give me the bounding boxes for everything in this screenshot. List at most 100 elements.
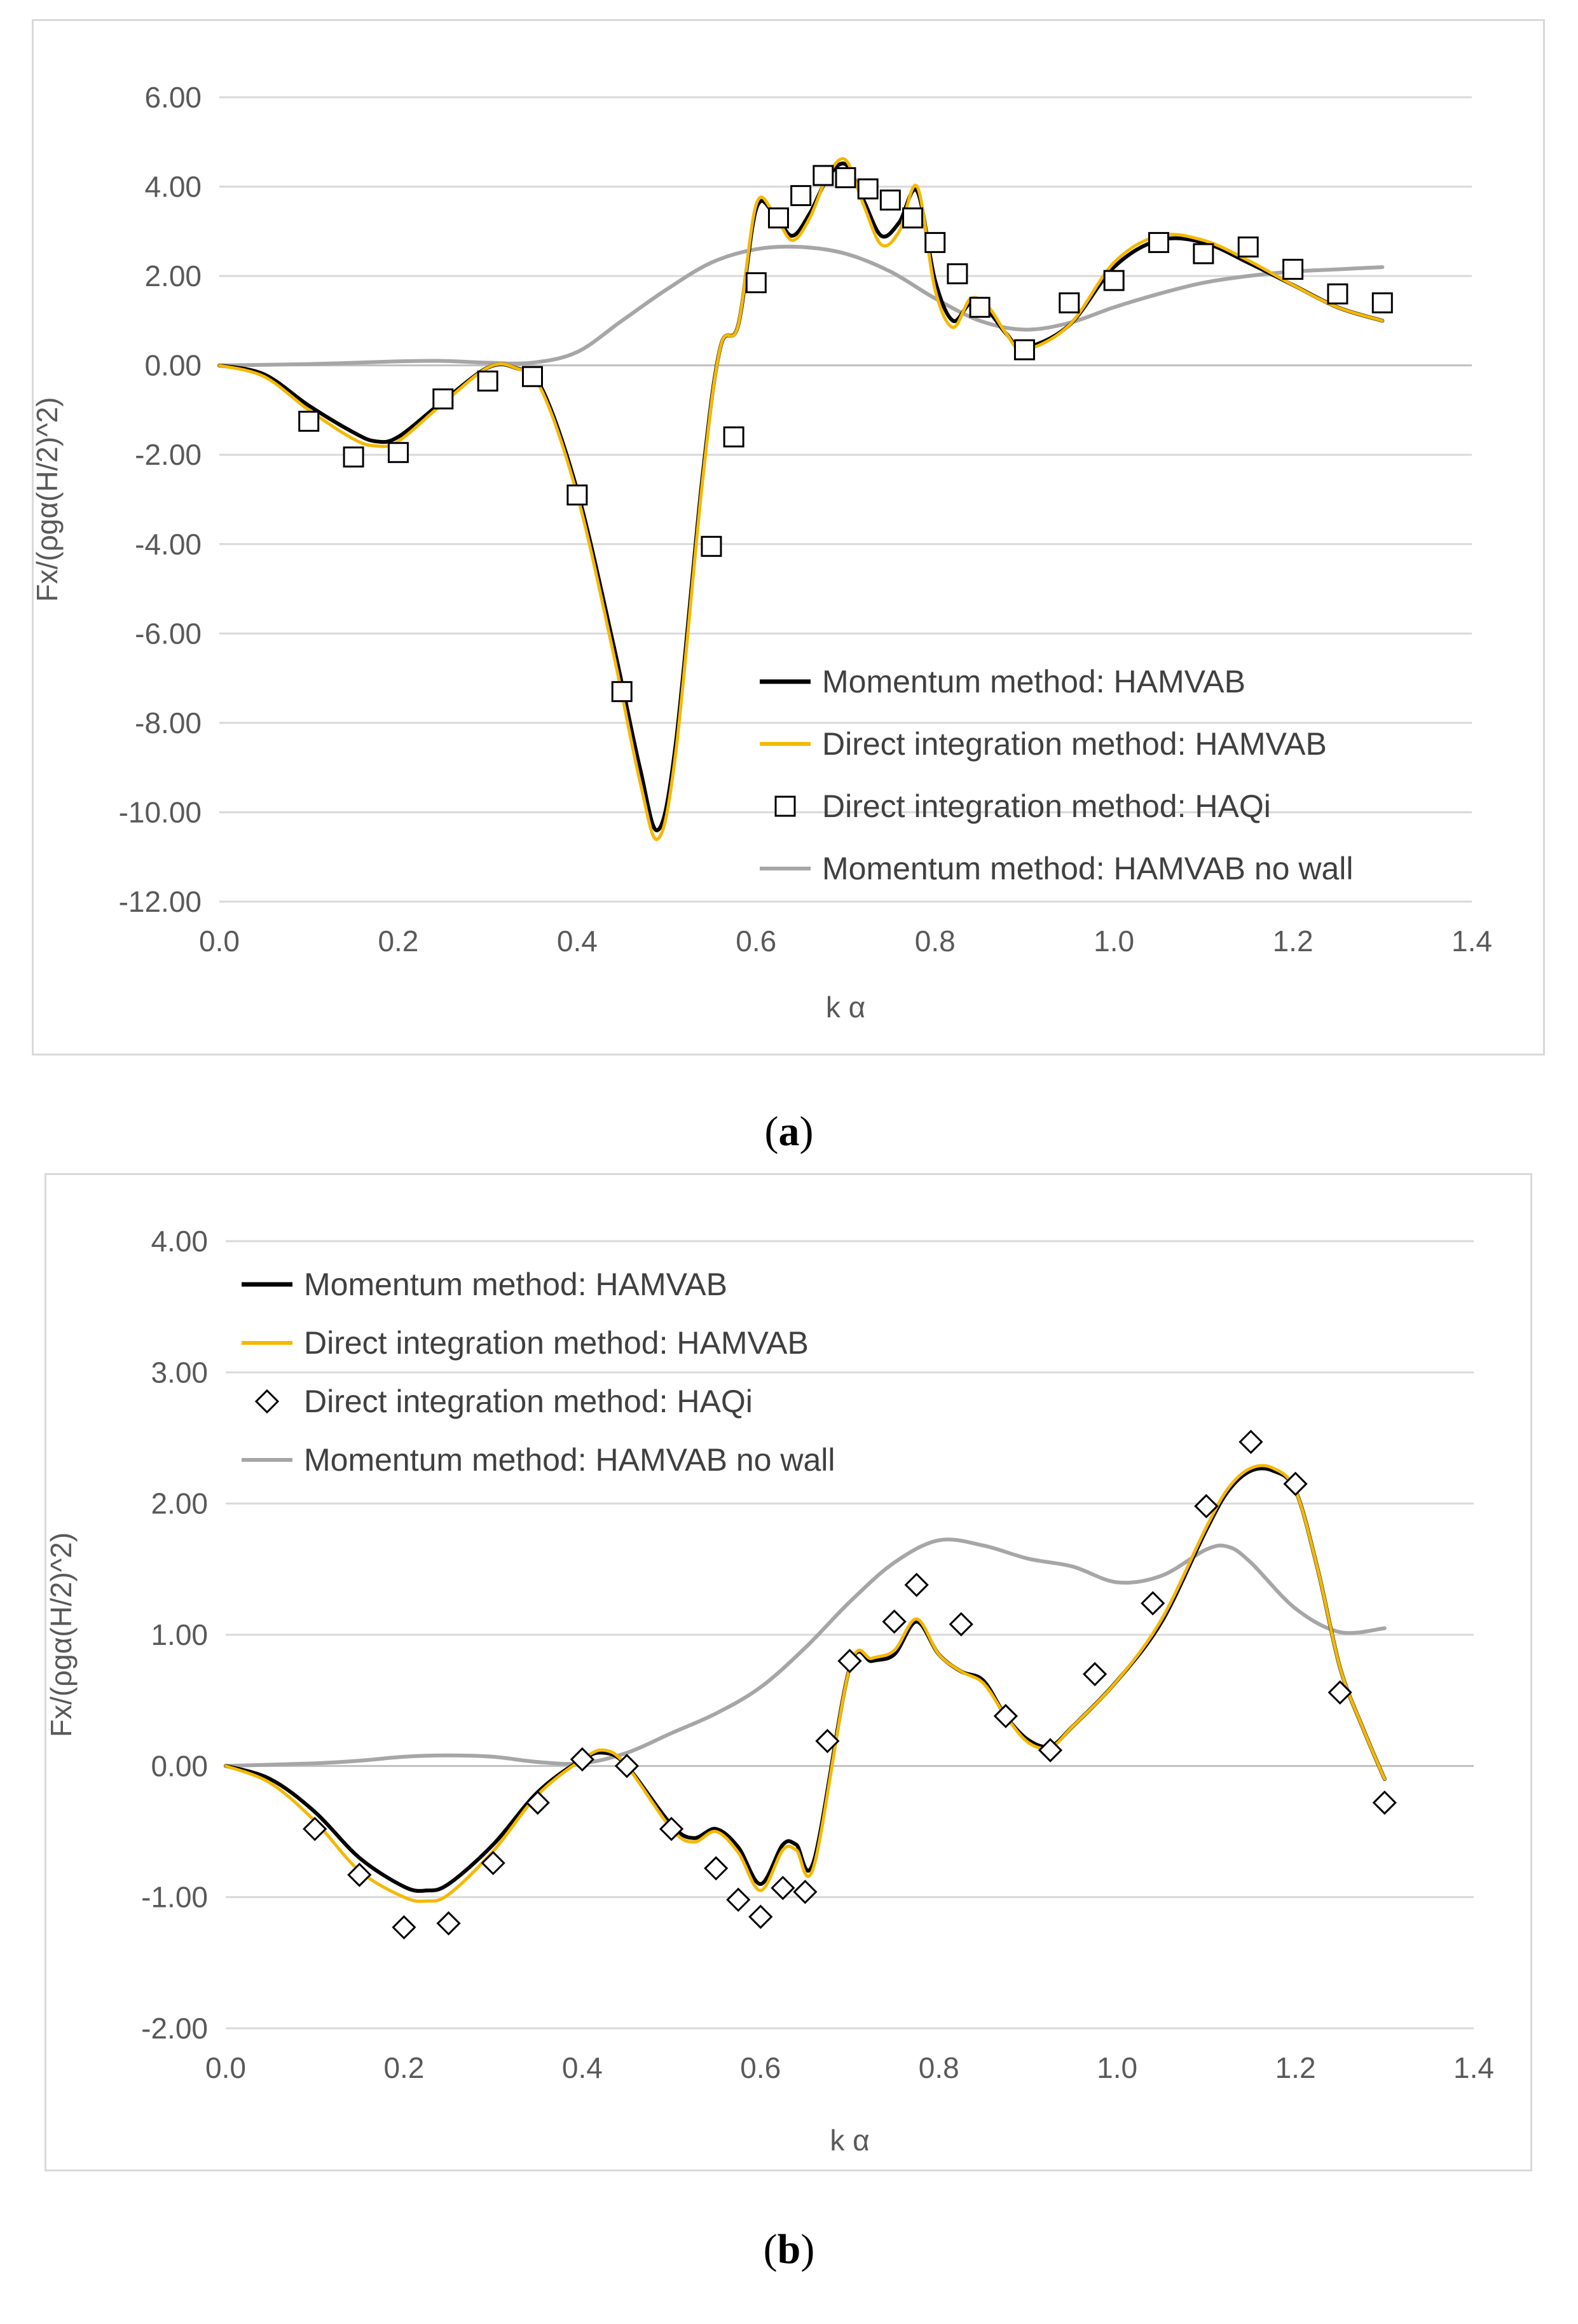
chart-b: 4.00 3.00 2.00 1.00 0.00 -1.00 -2.00 0.0 0.2 0.4 0… [45, 1225, 1494, 2157]
x-axis-title: k α [826, 991, 865, 1024]
x-tick-label: 0.6 [740, 2051, 781, 2084]
haqi-square-point [1148, 231, 1169, 253]
legend-diamond-marker [254, 1389, 280, 1414]
haqi-square-point [343, 446, 364, 468]
haqi-diamond-point [904, 1572, 929, 1597]
haqi-diamond-point [392, 1915, 416, 1940]
x-axis-title: k α [830, 2124, 869, 2157]
haqi-diamond-point [771, 1876, 795, 1901]
legend-label: Momentum method: HAMVAB [822, 664, 1245, 699]
y-tick-label: -8.00 [135, 706, 202, 739]
haqi-diamond-point [793, 1880, 818, 1904]
haqi-diamond-point [837, 1649, 862, 1674]
haqi-square-point [857, 178, 879, 200]
y-tick-label: -2.00 [135, 438, 202, 471]
haqi-square-point [1371, 292, 1393, 313]
x-tick-label: 1.0 [1097, 2051, 1137, 2084]
caption-a-letter: a [778, 1108, 800, 1155]
haqi-diamond-point [882, 1609, 907, 1634]
haqi-square-point [947, 263, 968, 285]
x-tick-label: 1.4 [1451, 925, 1492, 958]
haqi-square-point [1237, 236, 1259, 258]
haqi-diamond-point [436, 1911, 461, 1936]
haqi-square-point [1103, 270, 1125, 291]
haqi-square-point [1013, 339, 1035, 361]
y-axis-title: Fx/(ρgα(H/2)^2) [45, 1532, 78, 1737]
haqi-diamond-point [614, 1754, 640, 1778]
x-tick-label: 1.4 [1453, 2051, 1494, 2084]
haqi-diamond-point [726, 1887, 751, 1912]
panel-a-frame [32, 19, 1545, 1055]
haqi-square-point [566, 484, 588, 505]
haqi-diamond-point [748, 1904, 773, 1929]
haqi-square-point [813, 165, 834, 186]
series-line-no-wall [217, 244, 1385, 368]
haqi-diamond-point [303, 1817, 327, 1841]
x-tick-label: 1.2 [1275, 2051, 1316, 2084]
haqi-square-point [835, 167, 856, 188]
y-tick-label: -4.00 [135, 528, 202, 561]
haqi-square-point [298, 411, 320, 432]
haqi-diamond-point [1238, 1429, 1263, 1454]
y-tick-label: 1.00 [151, 1618, 208, 1651]
haqi-diamond-point [481, 1850, 505, 1876]
y-tick-label: -10.00 [119, 795, 202, 829]
y-tick-label: 4.00 [144, 170, 202, 203]
x-tick-label: 0.8 [915, 925, 956, 958]
haqi-diamond-point [1038, 1738, 1063, 1763]
caption-b-letter: b [777, 2226, 801, 2272]
legend-label: Momentum method: HAMVAB no wall [304, 1442, 835, 1478]
x-tick-label: 0.0 [199, 925, 240, 958]
haqi-square-point [477, 370, 498, 392]
chart-a: 6.00 4.00 2.00 0.00 -2.00 -4.00 -6.00 -8.00 -10.… [31, 81, 1492, 1024]
haqi-square-point [790, 185, 812, 207]
haqi-square-point [432, 388, 454, 409]
haqi-diamond-point [1372, 1790, 1397, 1815]
haqi-diamond-point [525, 1790, 550, 1815]
y-tick-label: 0.00 [144, 349, 202, 382]
y-tick-label: -12.00 [119, 885, 202, 918]
haqi-square-point [767, 207, 789, 229]
y-tick-label: -6.00 [135, 617, 202, 650]
series-line-direct [217, 157, 1384, 841]
haqi-diamond-point [1283, 1471, 1308, 1496]
y-tick-label: -2.00 [141, 2012, 208, 2045]
haqi-diamond-point [1328, 1680, 1352, 1705]
legend-label: Momentum method: HAMVAB [304, 1267, 727, 1302]
haqi-square-point [1282, 259, 1304, 280]
haqi-square-point [1193, 243, 1214, 265]
x-tick-label: 0.4 [557, 925, 598, 958]
legend-square-marker [774, 795, 796, 817]
legend-label: Direct integration method: HAMVAB [304, 1325, 809, 1361]
haqi-diamond-point [1141, 1591, 1165, 1616]
legend-label: Direct integration method: HAQi [304, 1384, 753, 1419]
haqi-diamond-point [993, 1703, 1018, 1729]
x-tick-label: 0.2 [383, 2051, 424, 2084]
haqi-diamond-point [815, 1729, 840, 1754]
x-tick-label: 1.2 [1273, 925, 1314, 958]
legend-a: Momentum method: HAMVAB Direct integratio… [760, 664, 1354, 886]
haqi-square-point [1327, 283, 1348, 305]
legend-b: Momentum method: HAMVAB Direct integratio… [242, 1267, 835, 1478]
haqi-diamond-point [949, 1612, 973, 1637]
series-line-no-wall [224, 1537, 1387, 1768]
y-tick-label: -1.00 [141, 1881, 208, 1914]
y-tick-label: 4.00 [151, 1225, 208, 1258]
caption-b: (b) [763, 2226, 815, 2272]
y-tick-label: 3.00 [151, 1356, 208, 1389]
haqi-diamond-point [1194, 1494, 1219, 1518]
haqi-square-point [522, 366, 543, 387]
haqi-diamond-point [659, 1817, 684, 1841]
haqi-diamond-point [1082, 1661, 1108, 1687]
haqi-square-point [969, 296, 991, 318]
legend-label: Direct integration method: HAQi [822, 788, 1271, 824]
haqi-square-point [1059, 292, 1080, 313]
y-tick-label: 2.00 [144, 259, 202, 292]
x-tick-label: 1.0 [1094, 925, 1134, 958]
haqi-square-point [611, 681, 633, 703]
x-tick-label: 0.0 [205, 2051, 246, 2084]
y-tick-label: 2.00 [151, 1487, 208, 1520]
haqi-square-point [723, 426, 744, 448]
legend-label: Direct integration method: HAMVAB [822, 726, 1327, 762]
